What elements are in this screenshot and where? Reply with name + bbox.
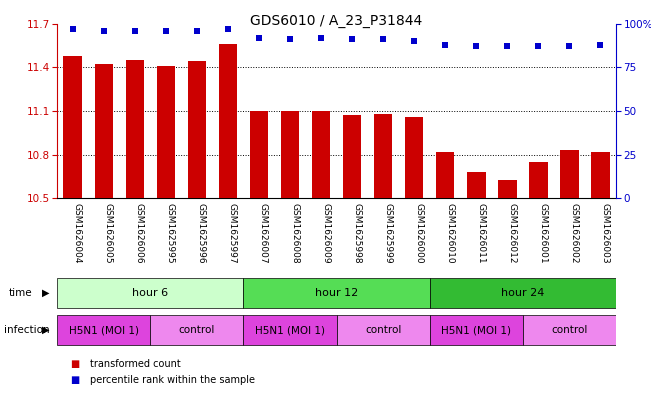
Bar — [523, 315, 616, 345]
Text: control: control — [551, 325, 587, 335]
Text: hour 12: hour 12 — [315, 288, 358, 298]
Point — [161, 28, 171, 34]
Point — [191, 28, 202, 34]
Bar — [436, 152, 454, 198]
Text: infection: infection — [4, 325, 49, 335]
Bar — [529, 162, 547, 198]
Text: hour 6: hour 6 — [132, 288, 169, 298]
Bar — [312, 111, 330, 198]
Text: control: control — [365, 325, 401, 335]
Bar — [591, 152, 609, 198]
Point — [130, 28, 140, 34]
Point — [68, 26, 78, 32]
Bar — [430, 278, 616, 308]
Text: transformed count: transformed count — [90, 358, 180, 369]
Bar — [150, 315, 243, 345]
Text: H5N1 (MOI 1): H5N1 (MOI 1) — [255, 325, 325, 335]
Bar — [243, 278, 430, 308]
Text: GSM1626005: GSM1626005 — [104, 203, 113, 264]
Text: GSM1626009: GSM1626009 — [321, 203, 330, 264]
Point — [471, 43, 481, 50]
Text: ▶: ▶ — [42, 288, 49, 298]
Bar — [498, 180, 516, 198]
Text: hour 24: hour 24 — [501, 288, 544, 298]
Text: GSM1625999: GSM1625999 — [383, 203, 392, 264]
Bar — [374, 114, 393, 198]
Bar — [126, 60, 144, 198]
Text: GSM1626011: GSM1626011 — [476, 203, 485, 264]
Text: GSM1626003: GSM1626003 — [600, 203, 609, 264]
Text: H5N1 (MOI 1): H5N1 (MOI 1) — [441, 325, 511, 335]
Point — [284, 36, 295, 42]
Bar — [57, 315, 150, 345]
Bar — [405, 117, 423, 198]
Text: GSM1626012: GSM1626012 — [507, 203, 516, 264]
Bar — [243, 315, 337, 345]
Text: GSM1626010: GSM1626010 — [445, 203, 454, 264]
Text: GSM1625997: GSM1625997 — [228, 203, 237, 264]
Text: GSM1626007: GSM1626007 — [259, 203, 268, 264]
Text: GSM1626008: GSM1626008 — [290, 203, 299, 264]
Bar — [281, 111, 299, 198]
Text: GSM1625996: GSM1625996 — [197, 203, 206, 264]
Text: GSM1626002: GSM1626002 — [569, 203, 578, 264]
Bar — [64, 56, 82, 198]
Text: time: time — [8, 288, 32, 298]
Point — [223, 26, 233, 32]
Point — [316, 35, 326, 41]
Text: control: control — [179, 325, 215, 335]
Text: H5N1 (MOI 1): H5N1 (MOI 1) — [69, 325, 139, 335]
Text: ■: ■ — [70, 358, 79, 369]
Text: GSM1625998: GSM1625998 — [352, 203, 361, 264]
Bar — [94, 64, 113, 198]
Bar — [560, 151, 579, 198]
Bar — [430, 315, 523, 345]
Point — [564, 43, 574, 50]
Text: GSM1626004: GSM1626004 — [73, 203, 82, 264]
Bar — [219, 44, 237, 198]
Point — [440, 41, 450, 48]
Point — [378, 36, 388, 42]
Point — [533, 43, 544, 50]
Point — [502, 43, 512, 50]
Bar — [343, 116, 361, 198]
Text: GSM1626000: GSM1626000 — [414, 203, 423, 264]
Text: percentile rank within the sample: percentile rank within the sample — [90, 375, 255, 385]
Text: GDS6010 / A_23_P31844: GDS6010 / A_23_P31844 — [251, 14, 422, 28]
Bar — [467, 172, 486, 198]
Bar — [250, 111, 268, 198]
Point — [347, 36, 357, 42]
Bar — [337, 315, 430, 345]
Text: GSM1626006: GSM1626006 — [135, 203, 144, 264]
Point — [98, 28, 109, 34]
Bar — [187, 61, 206, 198]
Text: ▶: ▶ — [42, 325, 49, 335]
Point — [254, 35, 264, 41]
Text: GSM1626001: GSM1626001 — [538, 203, 547, 264]
Text: GSM1625995: GSM1625995 — [166, 203, 175, 264]
Bar — [57, 278, 243, 308]
Point — [595, 41, 605, 48]
Bar — [157, 66, 175, 198]
Point — [409, 38, 419, 44]
Text: ■: ■ — [70, 375, 79, 385]
